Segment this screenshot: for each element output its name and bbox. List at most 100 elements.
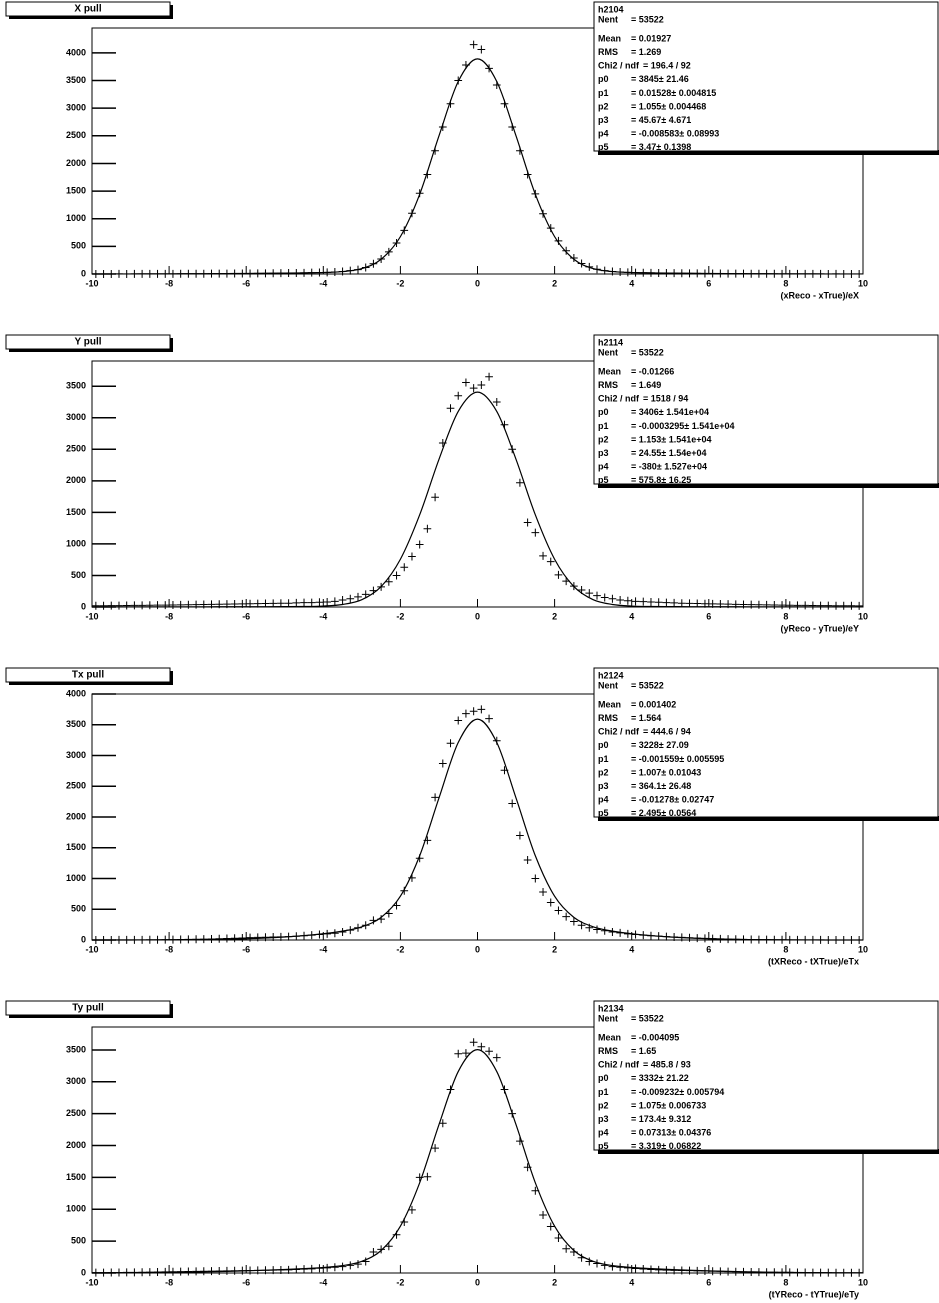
- histogram-point: [361, 590, 370, 599]
- histogram-point: [423, 1172, 432, 1181]
- x-tick-label: -6: [242, 1277, 250, 1287]
- x-tick-label: 2: [552, 1277, 557, 1287]
- x-tick-label: -2: [396, 611, 404, 621]
- histogram-point: [377, 1245, 385, 1254]
- histogram-point: [408, 1205, 416, 1214]
- x-tick-label: 2: [552, 278, 557, 288]
- title-box: [5, 667, 171, 683]
- fit-curve: [92, 391, 863, 608]
- stats-value: = 0.001402: [631, 699, 676, 709]
- stats-name: h2104: [598, 4, 624, 14]
- histogram-point: [508, 799, 517, 808]
- x-tick-label: 10: [858, 278, 868, 288]
- stats-name: h2124: [598, 670, 624, 680]
- histogram-point: [161, 601, 170, 610]
- histogram-point: [307, 598, 316, 607]
- stats-label: RMS: [598, 1046, 618, 1056]
- x-tick-label: 6: [706, 611, 711, 621]
- stats-value: = 45.67± 4.671: [631, 115, 691, 125]
- histogram-point: [323, 597, 332, 606]
- stats-value: = 53522: [631, 1013, 664, 1023]
- x-tick-label: 0: [475, 944, 480, 954]
- stats-label: Chi2 / ndf: [598, 727, 640, 737]
- x-tick-label: -8: [165, 611, 173, 621]
- x-tick-label: 6: [706, 944, 711, 954]
- stats-label: RMS: [598, 713, 618, 723]
- stats-label: p4: [598, 129, 609, 139]
- y-tick-label: 2500: [66, 130, 86, 140]
- histogram-point: [847, 601, 856, 610]
- stats-value: = 3845± 21.46: [631, 74, 689, 84]
- stats-value: = -0.0003295± 1.541e+04: [631, 421, 735, 431]
- histogram-point: [454, 1049, 463, 1058]
- stats-value: = -0.009232± 0.005794: [631, 1087, 724, 1097]
- title-box: [5, 1, 171, 17]
- y-tick-label: 2000: [66, 158, 86, 168]
- histogram-point: [454, 391, 463, 400]
- y-tick-label: 3500: [66, 381, 86, 391]
- x-tick-label: -8: [165, 278, 173, 288]
- histogram-point: [477, 380, 486, 389]
- stats-label: p0: [598, 407, 609, 417]
- stats-shadow: [598, 816, 939, 821]
- x-tick-label: -6: [242, 278, 250, 288]
- stats-label: p0: [598, 740, 609, 750]
- histogram-point: [408, 552, 416, 561]
- stats-label: p5: [598, 1141, 609, 1151]
- stats-label: Mean: [598, 366, 621, 376]
- histogram-point: [647, 1265, 655, 1274]
- histogram-point: [562, 1244, 571, 1253]
- histogram-point: [778, 601, 786, 610]
- histogram-point: [539, 888, 547, 897]
- stats-value: = 3.319± 0.06822: [631, 1141, 701, 1151]
- histogram-point: [169, 600, 177, 609]
- stats-name: h2134: [598, 1003, 624, 1013]
- stats-label: Mean: [598, 1032, 621, 1042]
- y-tick-label: 2500: [66, 1108, 86, 1118]
- y-tick-label: 2500: [66, 444, 86, 454]
- stats-value: = 53522: [631, 14, 664, 24]
- y-tick-label: 1000: [66, 1204, 86, 1214]
- stats-box: [593, 334, 939, 485]
- stats-label: p3: [598, 115, 609, 125]
- histogram-point: [238, 933, 247, 942]
- stats-value: = 53522: [631, 680, 664, 690]
- histogram-point: [284, 599, 293, 608]
- histogram-point: [469, 40, 478, 49]
- y-tick-label: 500: [71, 241, 86, 251]
- histogram-point: [153, 601, 162, 610]
- stats-value: = 0.01927: [631, 33, 671, 43]
- histogram-point: [431, 793, 439, 802]
- chart-title: Y pull: [74, 337, 101, 348]
- histogram-point: [485, 714, 493, 723]
- histogram-point: [462, 709, 470, 718]
- stats-value: = 1.007± 0.01043: [631, 767, 701, 777]
- stats-value: = 1518 / 94: [643, 394, 688, 404]
- x-tick-label: -2: [396, 278, 404, 288]
- histogram-point: [392, 571, 401, 580]
- histogram-point: [677, 599, 686, 608]
- stats-value: = 173.4± 9.312: [631, 1114, 691, 1124]
- histogram-point: [246, 933, 254, 942]
- stats-value: = 3228± 27.09: [631, 740, 689, 750]
- stats-label: p4: [598, 795, 609, 805]
- histogram-point: [462, 1049, 470, 1058]
- x-tick-label: 0: [475, 1277, 480, 1287]
- y-tick-label: 1500: [66, 842, 86, 852]
- histogram-point: [793, 601, 802, 610]
- stats-value: = 24.55± 1.54e+04: [631, 448, 707, 458]
- x-tick-label: 8: [783, 1277, 788, 1287]
- histogram-point: [785, 601, 794, 610]
- stats-shadow: [598, 483, 939, 488]
- stats-label: p4: [598, 462, 609, 472]
- histogram-point: [654, 598, 663, 607]
- histogram-point: [446, 739, 455, 748]
- stats-label: p1: [598, 1087, 609, 1097]
- histogram-point: [523, 856, 532, 865]
- histogram-point: [431, 1144, 439, 1153]
- x-tick-label: -6: [242, 611, 250, 621]
- histogram-point: [616, 596, 624, 605]
- y-tick-label: 3500: [66, 1044, 86, 1054]
- chart-title: X pull: [74, 4, 101, 15]
